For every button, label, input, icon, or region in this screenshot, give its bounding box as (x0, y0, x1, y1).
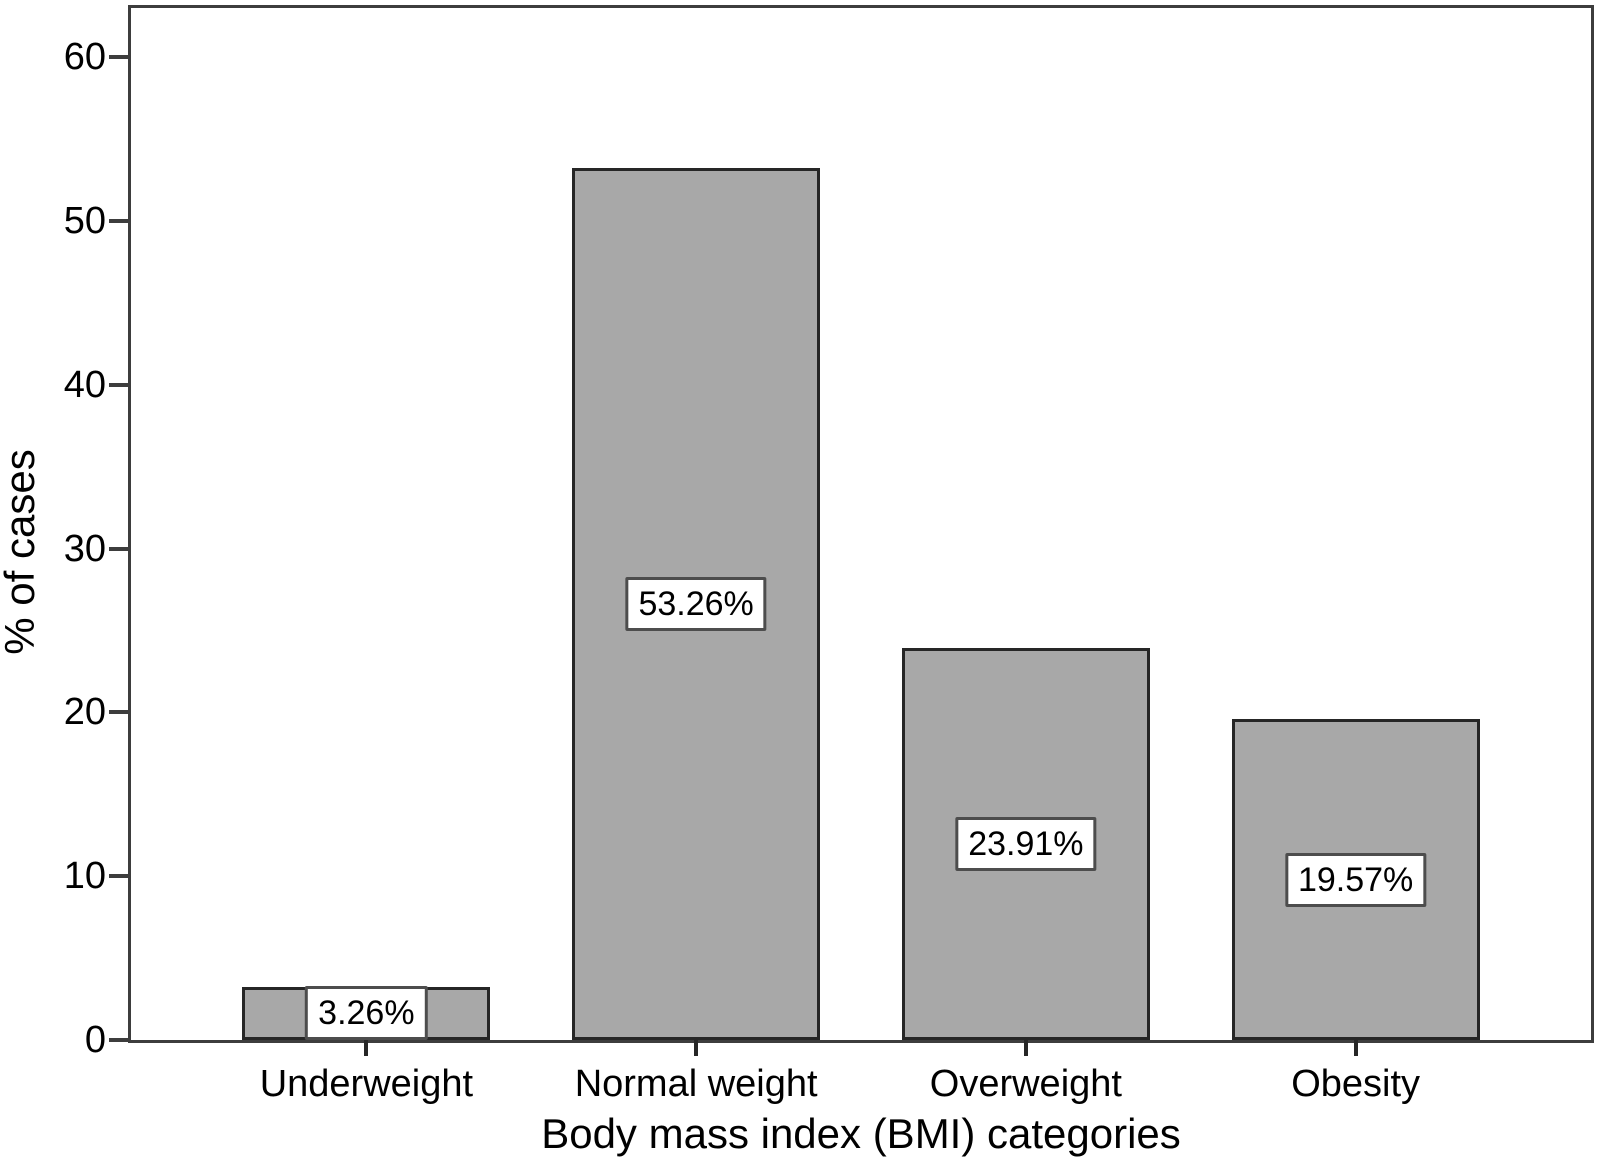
y-axis-tick-mark (109, 874, 128, 879)
x-axis-category-label: Normal weight (574, 1063, 818, 1105)
x-axis-category-label: Overweight (929, 1063, 1122, 1105)
x-axis-tick-mark (364, 1040, 369, 1056)
x-axis-title: Body mass index (BMI) categories (541, 1110, 1181, 1157)
y-axis-tick-label: 60 (63, 36, 106, 79)
y-axis-tick-label: 30 (63, 527, 106, 570)
y-axis-tick-label: 20 (63, 691, 106, 734)
x-axis-tick-mark (694, 1040, 699, 1056)
y-axis-tick-mark (109, 710, 128, 715)
x-axis-category-label: Obesity (1291, 1063, 1421, 1105)
y-axis-tick-mark (109, 55, 128, 60)
y-axis-tick-mark (109, 1038, 128, 1042)
bar-value-label: 19.57% (1284, 852, 1427, 907)
x-axis-tick-mark (1023, 1040, 1028, 1056)
y-axis-tick-mark (109, 382, 128, 387)
x-axis-tick-mark (1353, 1040, 1358, 1056)
y-axis-tick-label: 40 (63, 363, 106, 406)
y-axis-tick-mark (109, 546, 128, 551)
x-axis-category-label: Underweight (259, 1063, 474, 1105)
y-axis-tick-mark (109, 219, 128, 223)
plot-area: 3.26% 53.26% 23.91% 19.57% (128, 5, 1594, 1043)
bar-value-label: 23.91% (955, 817, 1097, 872)
bar-value-label: 3.26% (305, 986, 428, 1041)
y-axis-tick-label: 0 (84, 1019, 106, 1061)
bar-value-label: 53.26% (625, 576, 767, 631)
y-axis-tick-label: 50 (63, 200, 106, 242)
y-axis-tick-label: 10 (63, 855, 106, 898)
